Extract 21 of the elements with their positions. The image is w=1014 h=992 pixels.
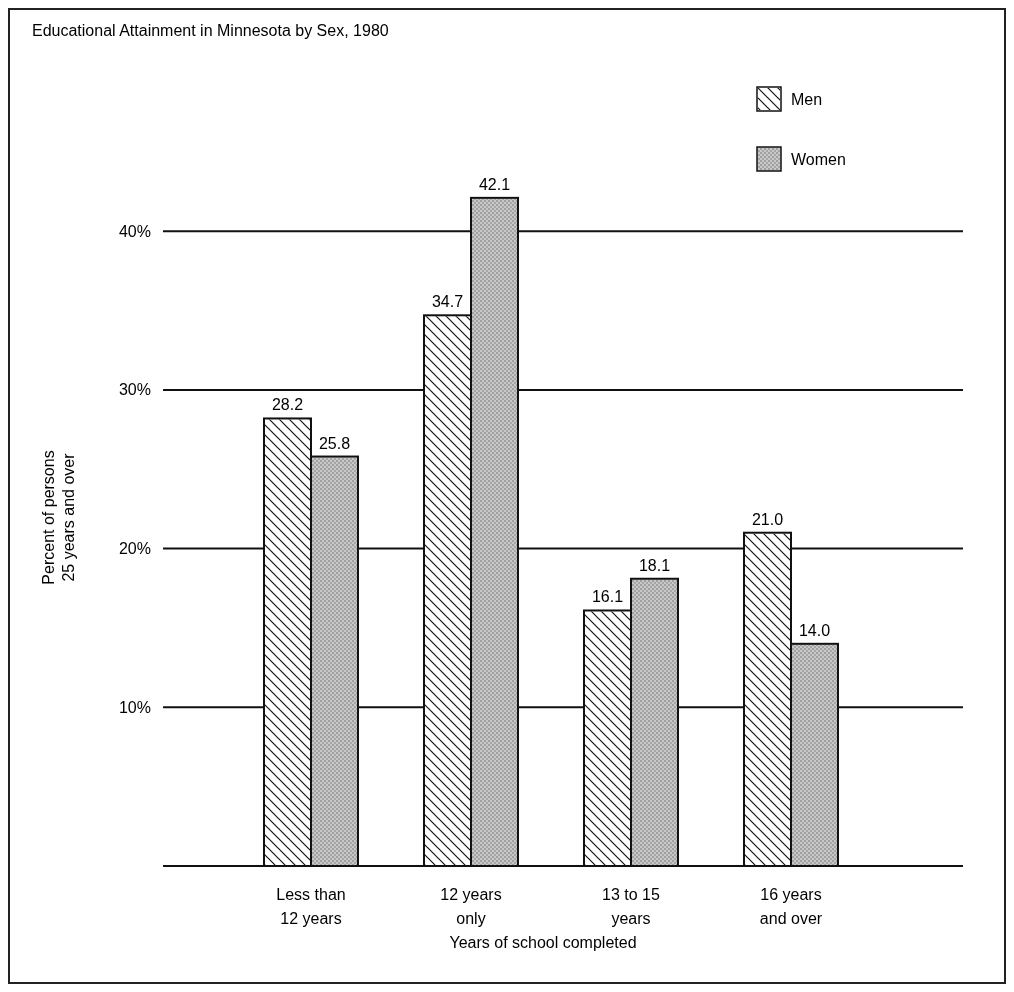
x-axis-title: Years of school completed xyxy=(449,934,637,951)
x-tick-label: 12 years only xyxy=(440,886,502,927)
data-label: 42.1 xyxy=(478,175,511,193)
x-tick-label: 16 years and over xyxy=(759,886,823,927)
data-label: 25.8 xyxy=(318,434,351,452)
legend-label: Men xyxy=(791,90,823,108)
data-label: 14.0 xyxy=(798,621,831,639)
y-tick-label: 20% xyxy=(118,540,151,558)
y-tick-label: 10% xyxy=(118,698,151,716)
x-tick-label: 13 to 15 years xyxy=(602,886,661,927)
data-label: 18.1 xyxy=(638,556,671,574)
y-tick-label: 40% xyxy=(118,222,151,240)
data-label: 21.0 xyxy=(751,510,784,528)
y-axis-title: Percent of persons 25 years and over xyxy=(40,450,77,585)
x-tick-label: Less than 12 years xyxy=(276,886,346,927)
data-label: 16.1 xyxy=(591,588,624,606)
data-label: 34.7 xyxy=(431,293,464,311)
data-label: 28.2 xyxy=(271,396,304,414)
text: Educational Attainment in Minnesota by Sex, 1980 xyxy=(32,22,389,39)
y-tick-label: 30% xyxy=(118,381,151,399)
legend-label: Women xyxy=(791,150,846,168)
